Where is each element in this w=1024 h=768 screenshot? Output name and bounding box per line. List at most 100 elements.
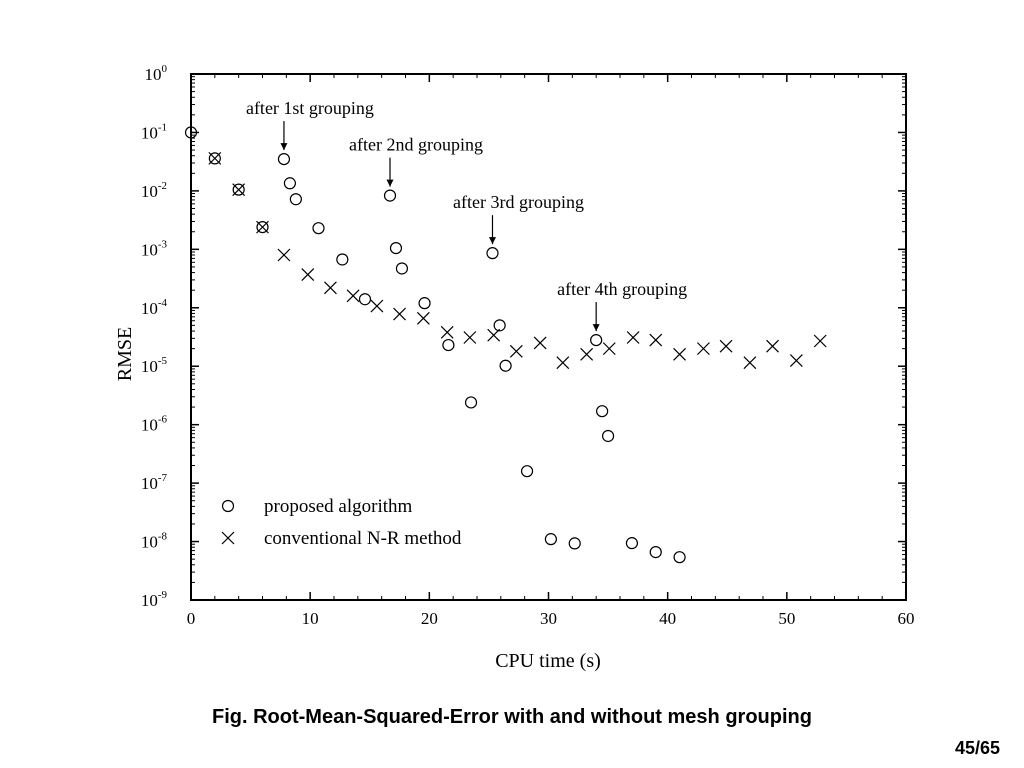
data-point-circle [544,533,557,546]
data-point-cross [696,342,710,356]
y-tick-label: 100 [145,63,168,84]
cross-stroke [649,333,663,347]
data-point-circle [395,262,409,275]
data-point-cross [602,342,616,356]
axes-frame [190,73,907,601]
data-point-circle [442,338,455,352]
rmse-chart: 0 10 20 30 40 50 60 100 10-1 10-2 10-3 10-4 10-5 10-6… [114,63,915,672]
cross-stroke [673,347,687,361]
data-point-cross [556,356,570,370]
y-tick-label: 10-4 [141,297,168,318]
annotation-arrowhead [592,324,600,332]
x-tick-label: 50 [778,609,795,628]
annotation-label: after 4th grouping [557,279,687,299]
cross-stroke [487,328,501,342]
cross-stroke [533,336,547,350]
x-tick-label: 60 [898,609,915,628]
data-point-circle [336,253,349,266]
data-point-circle [383,189,397,202]
data-point-circle [625,537,639,550]
series-1 [208,151,827,370]
cross-stroke [813,334,827,348]
y-tick-label: 10-2 [141,180,167,201]
data-point-circle [590,333,603,347]
data-point-cross [743,356,757,370]
y-tick-label: 10-6 [141,414,168,435]
data-point-circle [493,319,506,332]
data-point-cross [509,344,523,358]
page-number: 45/65 [954,738,1000,758]
cross-stroke [256,220,269,234]
cross-stroke [743,356,757,370]
x-tick-label: 20 [421,609,438,628]
data-point-cross [626,331,640,344]
data-point-circle [312,222,325,235]
cross-stroke [626,331,640,344]
y-tick-label: 10-9 [141,589,168,610]
data-point-cross [232,183,246,197]
data-point-cross [463,331,477,344]
cross-stroke [789,354,803,367]
data-point-cross [277,248,291,262]
cross-stroke [416,311,430,325]
data-point-cross [324,281,337,295]
legend-label: proposed algorithm [264,496,413,517]
data-point-circle [568,537,581,550]
cross-stroke [208,151,222,165]
annotation-label: after 3rd grouping [453,192,584,212]
x-tick-label: 30 [540,609,557,628]
data-point-circle [389,241,403,255]
cross-stroke [221,531,235,545]
data-point-cross [301,268,315,281]
annotation-label: after 1st grouping [246,98,374,118]
data-point-circle [649,546,662,559]
cross-stroke [301,268,315,281]
y-tick-label: 10-3 [141,238,168,259]
cross-stroke [602,342,616,356]
annotation-label: after 2nd grouping [349,135,483,155]
data-point-cross [580,347,594,361]
data-point-cross [208,151,222,165]
x-tick-label: 40 [659,609,676,628]
cross-stroke [556,356,570,370]
data-point-circle [499,359,512,372]
y-axis-label: RMSE [114,327,136,381]
data-point-cross [346,289,360,303]
cross-stroke [440,325,454,339]
legend-marker-cross [221,531,235,545]
data-point-cross [393,307,406,321]
cross-stroke [509,344,523,358]
data-point-cross [370,299,384,313]
data-point-cross [440,325,454,339]
data-point-circle [289,193,302,206]
data-point-circle [208,152,221,165]
x-axis-label: CPU time (s) [495,650,601,672]
legend: proposed algorithm conventional N-R metho… [221,496,462,549]
data-point-circle [464,396,478,409]
data-point-cross [789,354,803,367]
x-tick-label: 0 [187,609,196,628]
data-point-circle [486,247,499,260]
data-point-cross [766,339,779,353]
annotations: after 1st grouping after 2nd grouping afte… [246,98,687,332]
data-point-cross [256,220,269,234]
figure-caption: Fig. Root-Mean-Squared-Error with and wi… [212,706,812,728]
annotation-arrowhead [386,179,394,187]
y-tick-label: 10-7 [141,472,168,493]
y-tick-label: 10-5 [141,355,168,376]
data-point-circle [184,126,198,139]
legend-marker-circle [221,499,235,513]
cross-stroke [719,339,733,353]
data-point-circle [277,152,291,166]
cross-stroke [232,183,246,197]
legend-item: proposed algorithm [221,496,413,517]
data-point-cross [719,339,733,353]
data-point-cross [416,311,430,325]
legend-label: conventional N-R method [264,528,462,549]
series-0 [184,126,686,564]
cross-stroke [277,248,291,262]
data-point-cross [813,334,827,348]
data-point-circle [601,429,615,443]
data-point-circle [358,293,372,306]
data-point-circle [256,221,269,234]
